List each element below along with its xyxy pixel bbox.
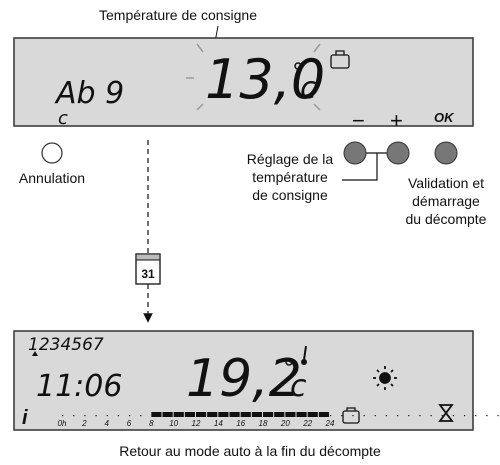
program-dot [140, 415, 142, 417]
adjust-label: de consigne [252, 187, 328, 203]
program-segment [274, 412, 285, 417]
day-numbers: 1234567 [28, 335, 104, 355]
hour-label: 22 [302, 419, 312, 428]
program-dot [408, 415, 410, 417]
program-dot [106, 415, 108, 417]
program-dot [497, 415, 499, 417]
thermometer-icon [301, 345, 307, 365]
minus-key: − [352, 108, 365, 133]
hour-label: 8 [149, 419, 154, 428]
validate-label: du décompte [406, 211, 487, 227]
program-segment [318, 412, 329, 417]
program-dot [419, 415, 421, 417]
program-segment [207, 412, 218, 417]
program-dot [452, 415, 455, 417]
program-dot [129, 415, 131, 417]
program-dot [441, 415, 443, 417]
top-lcd [13, 37, 474, 127]
suitcase-icon [342, 407, 360, 424]
program-segment [240, 412, 251, 417]
program-dot [330, 415, 332, 417]
callout: Température de consigne [99, 7, 257, 23]
calendar-day: 31 [141, 267, 155, 281]
program-dot [374, 415, 376, 417]
program-dot [430, 415, 432, 417]
program-dot [84, 415, 86, 417]
cancel-button[interactable] [41, 142, 63, 164]
hourglass-icon [438, 404, 454, 422]
sun-icon [373, 366, 397, 390]
cancel-label: Annulation [19, 170, 85, 186]
suitcase-icon [330, 50, 350, 69]
ok-key: OK [434, 110, 455, 125]
program-segment [229, 412, 240, 417]
connector [342, 153, 378, 181]
program-segment [251, 412, 262, 417]
program-dot [397, 415, 399, 417]
calendar-icon [135, 253, 161, 285]
program-dot [486, 415, 488, 417]
hour-label: 20 [280, 419, 290, 428]
mode-sub: c [58, 108, 68, 129]
plus-key: + [390, 108, 403, 133]
program-dot [352, 415, 354, 417]
degree [294, 62, 302, 70]
info: i [22, 407, 28, 429]
degree [285, 358, 293, 366]
program-dot [95, 415, 97, 417]
program-dot [464, 415, 466, 417]
program-segment [307, 412, 318, 417]
validate-label: démarrage [412, 193, 480, 209]
hour-label: 24 [325, 419, 335, 428]
hour-label: 18 [259, 419, 268, 428]
hour-label: 14 [214, 419, 223, 428]
adjust-label: Réglage de la [247, 151, 334, 167]
hour-label: 10 [169, 419, 178, 428]
program-dot [62, 415, 64, 417]
adjust-label: température [252, 169, 328, 185]
hour-label: 16 [236, 419, 245, 428]
validate-label: Validation et [408, 175, 484, 191]
blink-rays [186, 43, 321, 111]
program-segment [184, 412, 195, 417]
program-segment [173, 412, 184, 417]
program-segment [296, 412, 307, 417]
hour-label: 6 [127, 419, 132, 428]
hour-label: 4 [104, 419, 109, 428]
plus-button[interactable] [386, 141, 410, 165]
minus-button[interactable] [343, 141, 367, 165]
program-segment [263, 412, 274, 417]
program-dot [475, 415, 477, 417]
program-dot [341, 415, 343, 417]
unit: c [290, 369, 307, 404]
program-segment [151, 412, 162, 417]
program-dot [117, 415, 120, 417]
room-temperature: 19,2 [186, 349, 302, 409]
program-segment [162, 412, 173, 417]
clock: 11:06 [36, 369, 122, 404]
hour-scale: 0h 2 4 6 8 10 12 14 16 18 20 22 24 [58, 412, 499, 428]
program-segment [196, 412, 207, 417]
mode: Ab 9 [54, 76, 124, 111]
program-dot [363, 415, 365, 417]
ok-button[interactable] [434, 141, 458, 165]
hour-label: 2 [81, 419, 87, 428]
unit: c [300, 71, 317, 106]
program-segment [218, 412, 229, 417]
day-marker [32, 351, 38, 356]
hour-label: 12 [192, 419, 201, 428]
hour-label: 0h [58, 419, 67, 428]
caption: Retour au mode auto à la fin du décompte [119, 443, 381, 459]
program-dot [73, 415, 75, 417]
set-temperature: 13,0 [205, 48, 325, 111]
program-dot [385, 415, 388, 417]
program-segment [285, 412, 296, 417]
